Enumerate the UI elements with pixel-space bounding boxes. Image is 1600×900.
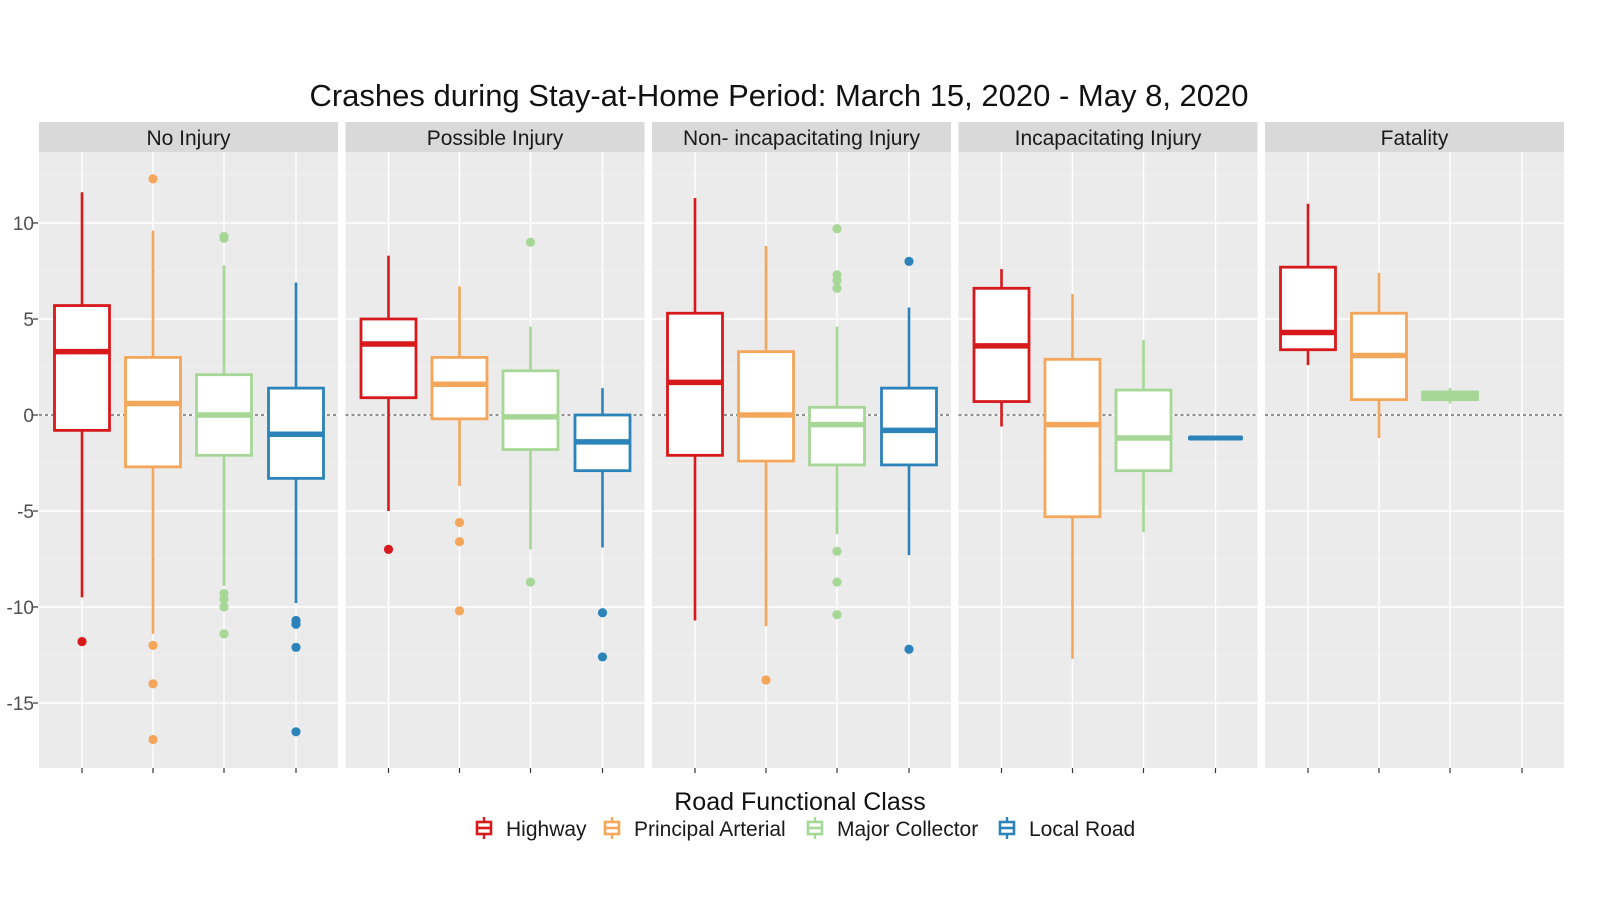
facet-panel: No Injury bbox=[39, 122, 338, 773]
y-tick-label: 0 bbox=[23, 406, 34, 427]
outlier-point bbox=[597, 608, 608, 618]
facet-panel: Possible Injury bbox=[345, 122, 645, 773]
y-tick-label: 10 bbox=[13, 214, 34, 235]
legend-item: Local Road bbox=[998, 817, 1135, 841]
outlier-point bbox=[832, 276, 842, 286]
facet-strip bbox=[39, 122, 338, 152]
outlier-point bbox=[597, 652, 608, 662]
box-body bbox=[430, 355, 489, 421]
outlier-point bbox=[525, 577, 536, 587]
box-major-collector bbox=[501, 237, 560, 587]
chart-title: Crashes during Stay-at-Home Period: Marc… bbox=[309, 78, 1248, 113]
box-body bbox=[880, 386, 938, 467]
facet-strip-label: Possible Injury bbox=[427, 127, 564, 150]
box-body bbox=[359, 317, 418, 400]
box-highway bbox=[972, 269, 1031, 427]
outlier-point bbox=[148, 174, 158, 184]
outlier-point bbox=[148, 734, 158, 745]
box-local-road bbox=[573, 388, 632, 662]
box-body bbox=[1043, 357, 1102, 519]
legend-label: Highway bbox=[506, 818, 587, 841]
facet-strip-label: Incapacitating Injury bbox=[1015, 127, 1202, 150]
box-body bbox=[1279, 265, 1337, 352]
box-major-collector bbox=[1421, 388, 1479, 404]
box-body bbox=[1114, 388, 1173, 473]
outlier-point bbox=[219, 602, 229, 612]
box-highway bbox=[359, 255, 418, 555]
outlier-point bbox=[454, 517, 465, 528]
y-tick-label: -5 bbox=[17, 502, 34, 523]
outlier-point bbox=[832, 283, 842, 293]
legend-label: Principal Arterial bbox=[634, 818, 786, 841]
outlier-point bbox=[454, 537, 465, 547]
facet-strip-label: No Injury bbox=[146, 127, 231, 150]
outlier-point bbox=[219, 594, 229, 604]
outlier-point bbox=[383, 544, 394, 555]
box-body bbox=[124, 355, 182, 469]
outlier-point bbox=[761, 675, 771, 685]
outlier-point bbox=[291, 727, 301, 737]
outlier-point bbox=[77, 636, 87, 647]
box-body bbox=[501, 369, 560, 451]
facet-strip-label: Fatality bbox=[1381, 127, 1449, 150]
outlier-point bbox=[454, 606, 465, 616]
x-axis-title: Road Functional Class bbox=[674, 788, 926, 816]
box-body bbox=[53, 304, 111, 432]
box-principal-arterial bbox=[1350, 272, 1408, 439]
outlier-point bbox=[291, 619, 301, 629]
box-principal-arterial bbox=[430, 286, 489, 616]
median-line bbox=[1188, 435, 1243, 441]
outlier-point bbox=[904, 256, 914, 266]
outlier-point bbox=[219, 629, 229, 639]
facet-panel: Fatality bbox=[1265, 122, 1564, 773]
box-principal-arterial bbox=[1043, 294, 1102, 659]
box-local-road bbox=[880, 256, 938, 654]
outlier-point bbox=[832, 224, 842, 234]
y-tick-label: -15 bbox=[7, 694, 34, 715]
box-local-road bbox=[267, 282, 325, 737]
outlier-point bbox=[219, 233, 229, 243]
facet-strip-label: Non- incapacitating Injury bbox=[683, 127, 920, 150]
outlier-point bbox=[148, 679, 158, 689]
panel-background bbox=[958, 152, 1258, 768]
legend-item: Major Collector bbox=[806, 817, 978, 841]
facet-panel: Non- incapacitating Injury bbox=[652, 122, 951, 773]
y-axis: 10 5 0 -5 -10 -15 bbox=[7, 214, 38, 715]
outlier-point bbox=[291, 642, 301, 652]
y-tick-label: 5 bbox=[23, 310, 34, 331]
legend-label: Major Collector bbox=[837, 818, 978, 841]
box-highway bbox=[53, 192, 111, 647]
outlier-point bbox=[832, 546, 842, 556]
facet-panel: Incapacitating Injury bbox=[958, 122, 1258, 773]
facet-strip bbox=[345, 122, 645, 152]
outlier-point bbox=[148, 640, 158, 651]
box-major-collector bbox=[195, 231, 253, 639]
y-tick-label: -10 bbox=[7, 598, 34, 619]
panel-background bbox=[1265, 152, 1564, 768]
box-major-collector bbox=[808, 224, 866, 620]
box-highway bbox=[666, 198, 724, 621]
box-principal-arterial bbox=[737, 246, 795, 685]
outlier-point bbox=[904, 644, 914, 654]
legend: Highway Principal Arterial Major Collector… bbox=[475, 817, 1135, 841]
legend-label: Local Road bbox=[1029, 818, 1135, 841]
box-principal-arterial bbox=[124, 174, 182, 745]
legend-item: Principal Arterial bbox=[603, 817, 786, 841]
outlier-point bbox=[832, 577, 842, 587]
facet-strip bbox=[652, 122, 951, 152]
outlier-point bbox=[832, 610, 842, 620]
facet-strip bbox=[1265, 122, 1564, 152]
box-major-collector bbox=[1114, 340, 1173, 533]
legend-item: Highway bbox=[475, 817, 587, 841]
facet-strip bbox=[958, 122, 1258, 152]
facet-panels: No Injury Possible Injury Non- incapacitat… bbox=[39, 122, 1564, 773]
box-body bbox=[737, 350, 795, 463]
outlier-point bbox=[525, 237, 536, 247]
box-highway bbox=[1279, 203, 1337, 366]
box-body bbox=[808, 405, 866, 467]
box-local-road bbox=[1188, 435, 1243, 441]
